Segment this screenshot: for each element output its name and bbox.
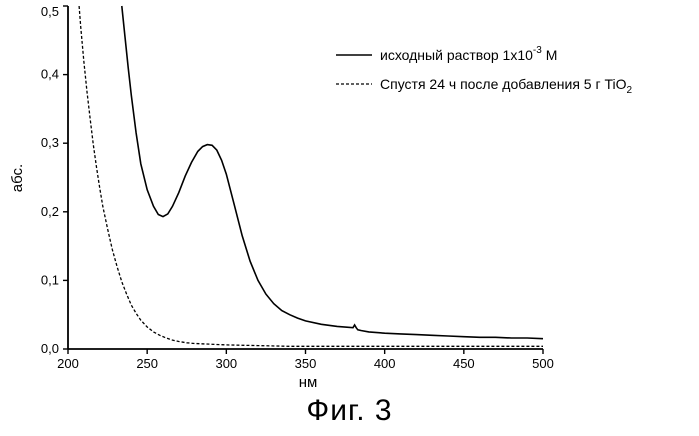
x-tick-label: 300 [215,356,237,371]
x-tick-label: 450 [453,356,475,371]
x-tick-label: 500 [532,356,554,371]
figure-caption: Фиг. 3 [0,394,699,428]
x-tick-label: 200 [57,356,79,371]
x-tick-label: 250 [136,356,158,371]
x-tick-label: 350 [295,356,317,371]
legend: исходный раствор 1x10-3 M Спустя 24 ч по… [336,45,633,96]
y-tick-label: 0,1 [41,272,59,287]
y-tick-label: 0,3 [41,135,59,150]
legend-label-initial-solution: исходный раствор 1x10-3 M [380,45,557,63]
x-tick-label: 400 [374,356,396,371]
spectrum-chart: 2002503003504004505000,00,10,20,30,40,5 … [0,0,699,392]
y-tick-label: 0,0 [41,341,59,356]
x-axis-label: нм [299,374,318,391]
y-tick-label: 0,5 [41,4,59,19]
legend-label-after-tio2: Спустя 24 ч после добавления 5 г TiO2 [380,76,633,96]
y-axis-label: абс. [9,164,26,192]
y-tick-label: 0,4 [41,67,59,82]
y-tick-label: 0,2 [41,204,59,219]
